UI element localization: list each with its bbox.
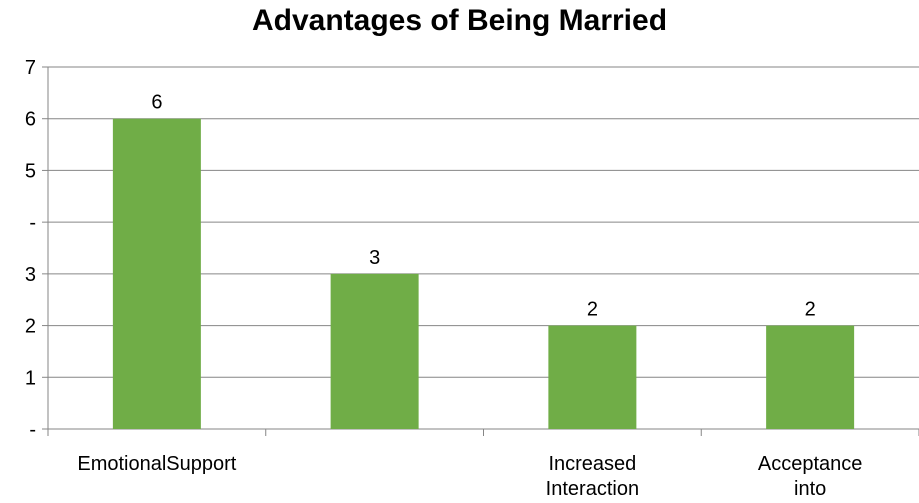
chart-title: Advantages of Being Married xyxy=(251,4,668,37)
bar xyxy=(330,273,419,429)
x-tick-label: Interaction xyxy=(546,478,639,500)
x-tick-label: Increased xyxy=(548,453,636,475)
x-tick-label: into xyxy=(794,478,826,500)
data-label: 2 xyxy=(587,299,598,321)
y-tick-label: - xyxy=(29,419,36,441)
data-label: 6 xyxy=(151,92,162,114)
y-tick-label: 6 xyxy=(25,109,36,131)
bar xyxy=(112,118,201,429)
y-tick-label: 3 xyxy=(25,264,36,286)
data-label: 3 xyxy=(369,247,380,269)
y-tick-label: 1 xyxy=(25,367,36,389)
y-tick-label: 5 xyxy=(25,160,36,182)
y-tick-label: 2 xyxy=(25,316,36,338)
y-tick-label: - xyxy=(29,212,36,234)
bar xyxy=(548,325,637,429)
x-tick-label: Acceptance xyxy=(758,453,863,475)
y-tick-label: 7 xyxy=(25,57,36,79)
bar xyxy=(766,325,855,429)
x-tick-label: EmotionalSupport xyxy=(77,453,236,475)
data-label: 2 xyxy=(805,299,816,321)
